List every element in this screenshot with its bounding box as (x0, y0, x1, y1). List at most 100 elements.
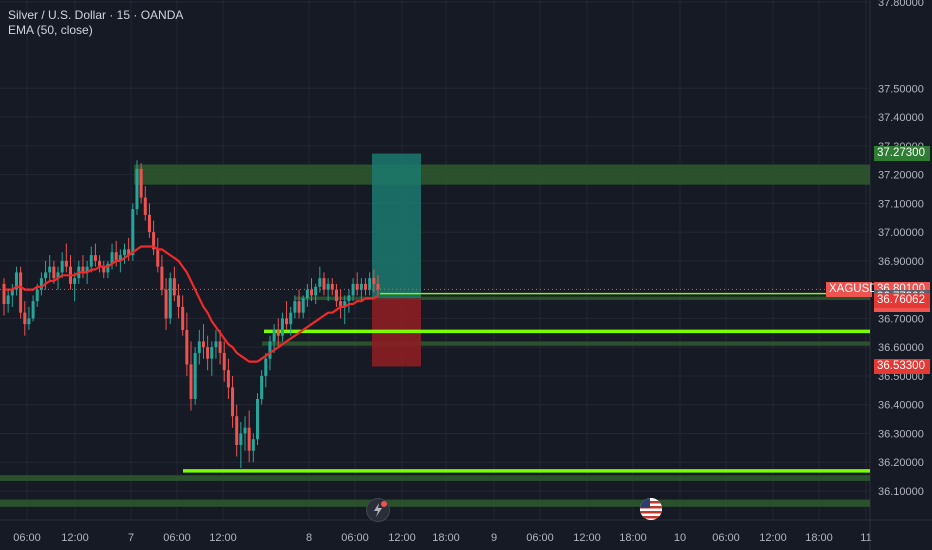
candle-body (347, 295, 351, 302)
x-tick-label: 18:00 (805, 532, 833, 544)
support-zone-thin-upper (295, 296, 870, 301)
candle-body (289, 312, 293, 325)
candle-body (301, 298, 305, 313)
candle-body (372, 278, 376, 284)
candle-body (197, 341, 201, 353)
resistance-zone (134, 164, 870, 185)
x-tick-label: 12:00 (573, 532, 601, 544)
candle-body (239, 433, 243, 445)
take-profit-zone (372, 153, 421, 299)
candle-body (251, 439, 255, 451)
candle-body (27, 318, 31, 325)
candle-body (123, 249, 127, 256)
candle-body (56, 272, 60, 279)
candle-body (310, 289, 314, 296)
candle-body (177, 295, 181, 307)
candle-body (64, 260, 68, 267)
y-tick-label: 37.40000 (878, 112, 924, 124)
candle-body (135, 168, 139, 210)
y-tick-label: 36.60000 (878, 342, 924, 354)
candle-body (93, 255, 97, 261)
x-tick-label: 9 (491, 532, 497, 544)
symbol-title[interactable]: Silver / U.S. Dollar · 15 · OANDA (8, 8, 184, 22)
candle-body (73, 278, 77, 284)
candle-body (168, 278, 172, 319)
y-tick-label: 36.30000 (878, 428, 924, 440)
x-tick-label: 06:00 (712, 532, 740, 544)
candle-body (2, 283, 6, 305)
candle-body (272, 329, 276, 342)
candle-body (351, 283, 355, 296)
candle-body (260, 375, 264, 399)
candle-body (35, 289, 39, 302)
candle-body (172, 278, 176, 296)
y-tick-label: 36.10000 (878, 486, 924, 498)
candle-body (156, 249, 160, 267)
y-tick-label: 37.00000 (878, 227, 924, 239)
candle-body (210, 347, 214, 359)
y-tick-label: 36.40000 (878, 400, 924, 412)
candle-body (44, 272, 48, 279)
x-tick-label: 18:00 (432, 532, 460, 544)
candle-body (193, 352, 197, 399)
x-tick-label: 12:00 (209, 532, 237, 544)
candle-body (218, 341, 222, 353)
candle-body (268, 341, 272, 359)
candle-body (322, 278, 326, 290)
candle-body (89, 255, 93, 267)
candle-body (31, 301, 35, 319)
x-tick-label: 06:00 (163, 532, 191, 544)
candle-body (359, 283, 363, 290)
candle-body (214, 341, 218, 348)
x-tick-label: 7 (128, 532, 134, 544)
y-tick-label: 37.50000 (878, 83, 924, 95)
candle-body (334, 289, 338, 302)
candle-body (293, 301, 297, 313)
x-tick-label: 06:00 (13, 532, 41, 544)
candle-body (185, 329, 189, 365)
y-tick-label: 37.20000 (878, 170, 924, 182)
price-tag-red: 36.76062 (874, 293, 930, 309)
lightning-icon[interactable] (366, 498, 390, 522)
candle-body (147, 214, 151, 233)
candle-body (131, 209, 135, 256)
candle-body (152, 232, 156, 250)
support-zone-bottom (0, 475, 870, 481)
candle-body (339, 301, 343, 307)
candle-body (326, 283, 330, 290)
candle-body (222, 352, 226, 371)
candle-body (243, 427, 247, 434)
candle-body (6, 295, 10, 305)
candle-body (305, 289, 309, 299)
x-tick-label: 06:00 (341, 532, 369, 544)
y-tick-label: 37.80000 (878, 0, 924, 9)
candle-body (48, 266, 52, 273)
indicator-label[interactable]: EMA (50, close) (8, 23, 93, 37)
candle-body (164, 289, 168, 319)
candle-body (10, 289, 14, 296)
support-zone-lowest (0, 499, 870, 507)
candle-body (206, 347, 210, 359)
candle-body (201, 341, 205, 348)
x-tick-label: 10 (674, 532, 686, 544)
support-zone-mid (262, 341, 870, 346)
candle-body (19, 272, 23, 313)
candle-body (280, 318, 284, 336)
candle-body (247, 427, 251, 451)
us-flag-icon[interactable] (640, 498, 662, 520)
candle-body (14, 272, 18, 290)
candle-body (98, 260, 102, 267)
candle-body (318, 278, 322, 287)
chart-legend: Silver / U.S. Dollar · 15 · OANDA EMA (5… (8, 8, 183, 38)
price-tag-red: 36.53300 (874, 358, 930, 374)
candle-body (364, 283, 368, 290)
candle-body (314, 286, 318, 296)
candle-body (355, 283, 359, 290)
candle-body (343, 301, 347, 307)
candle-body (235, 416, 239, 445)
candle-body (226, 370, 230, 388)
candle-body (85, 266, 89, 273)
